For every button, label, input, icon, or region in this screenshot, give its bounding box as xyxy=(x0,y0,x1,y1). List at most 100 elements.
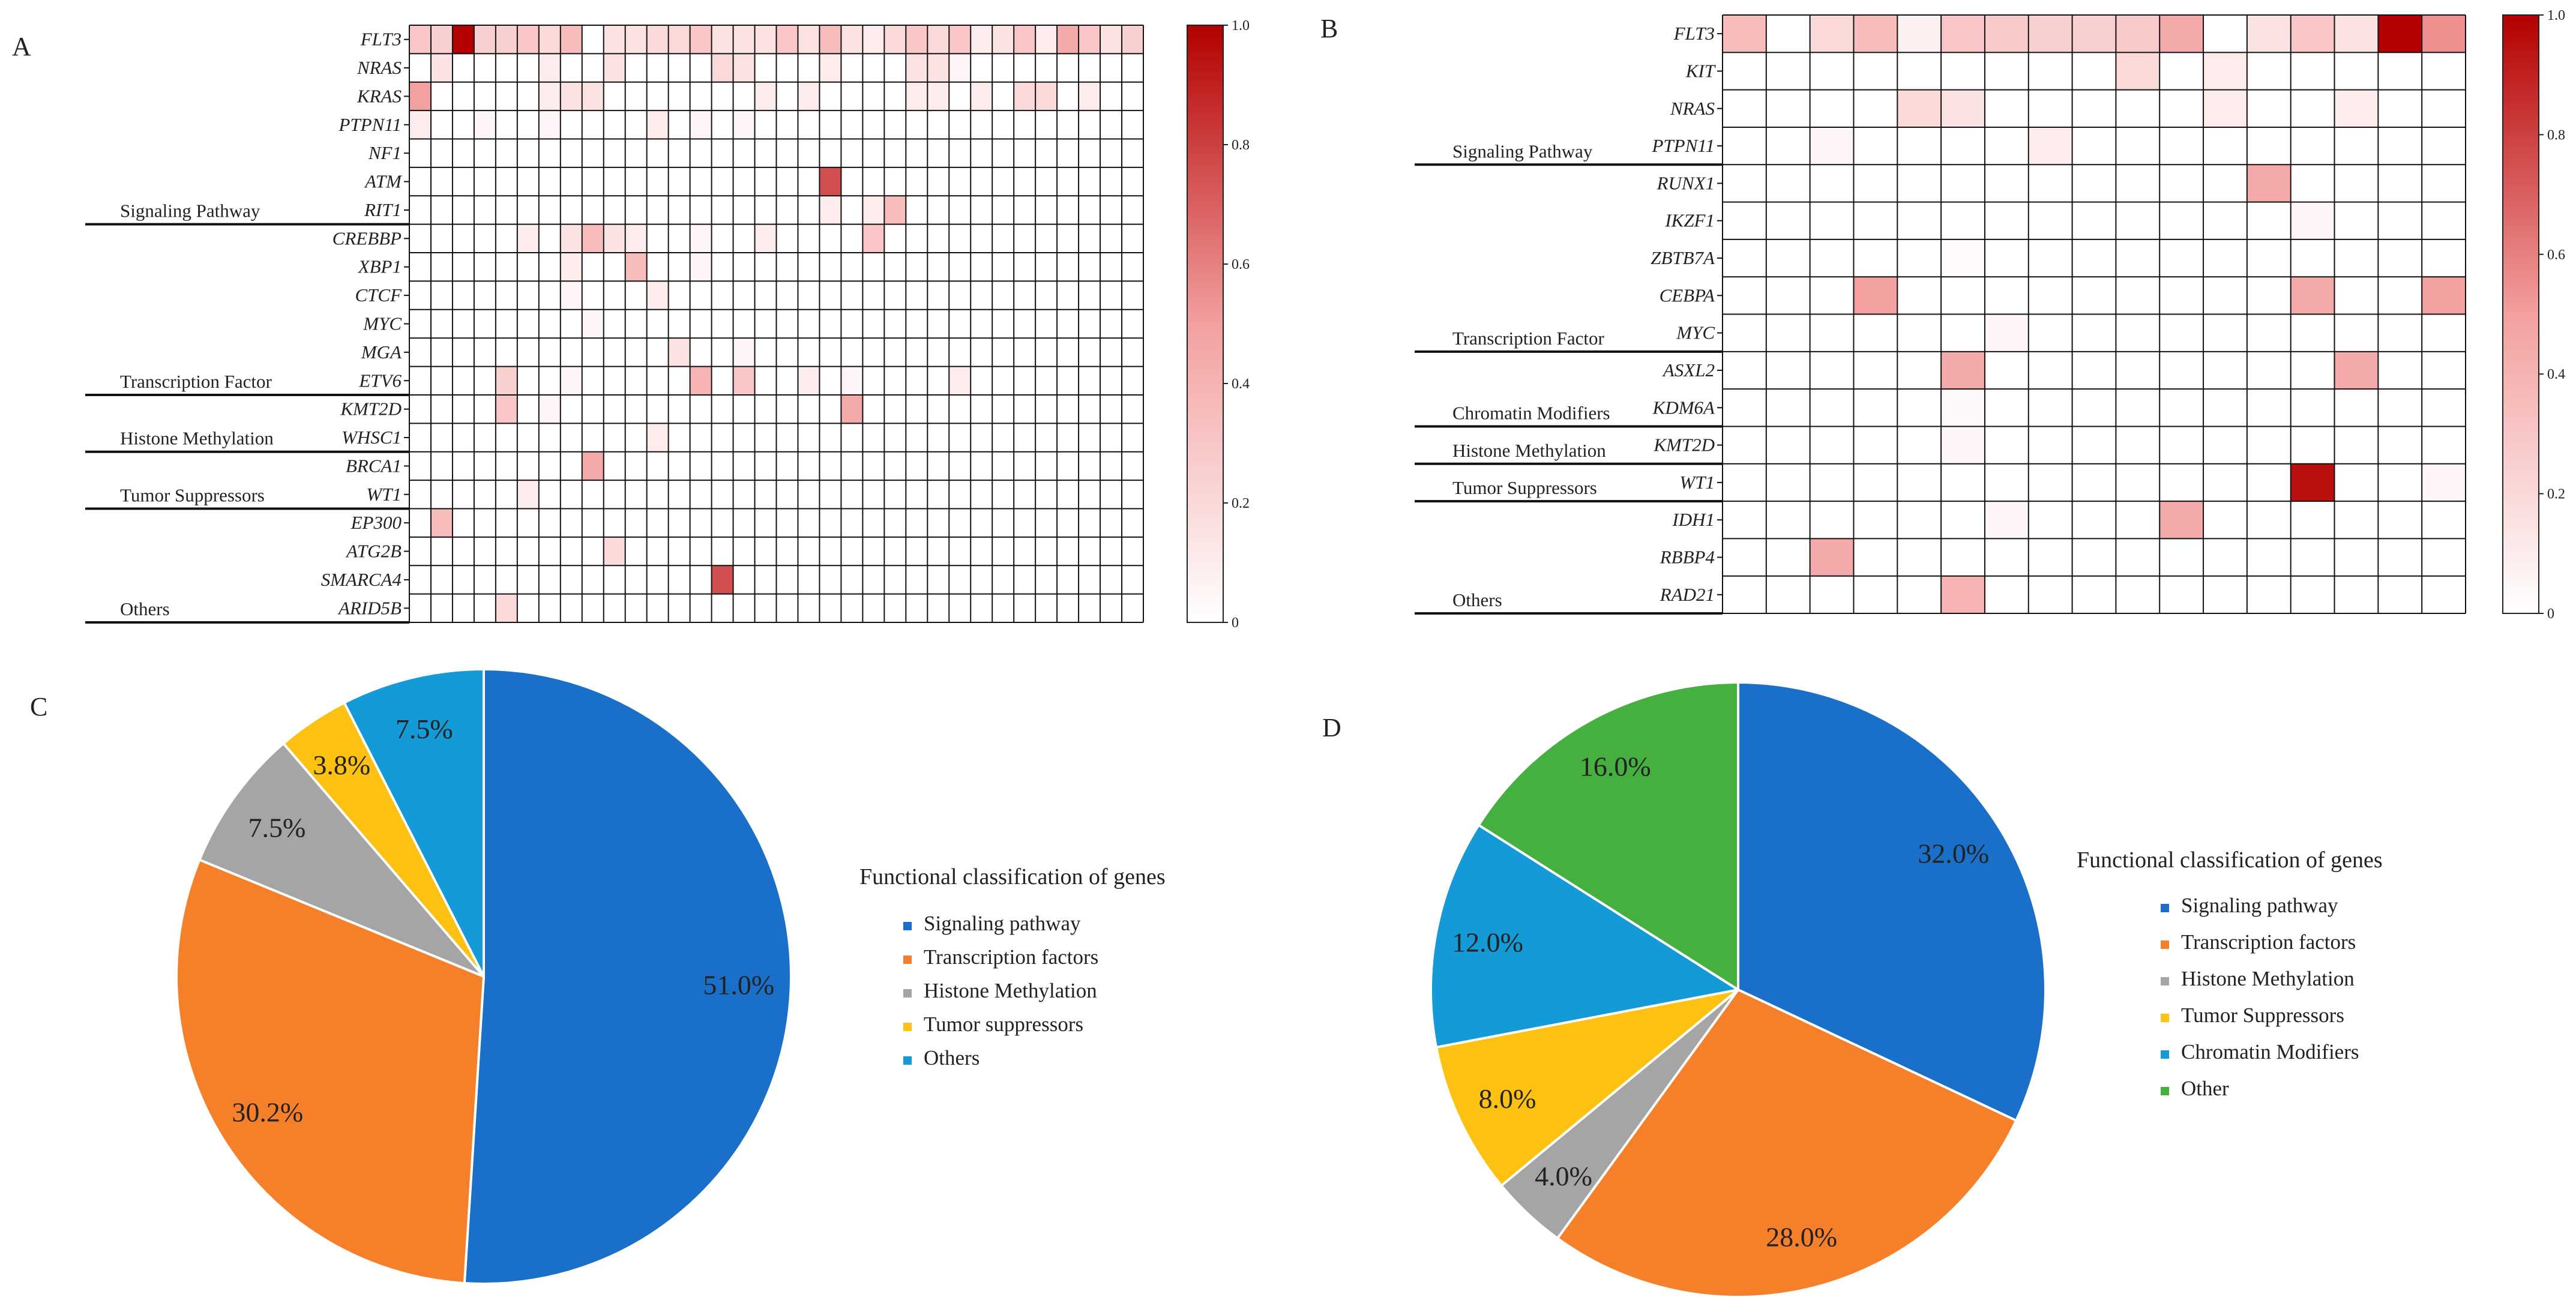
gene-label: BRCA1 xyxy=(346,455,402,476)
heatmap-cell xyxy=(2246,164,2291,202)
pie-slice-label: 7.5% xyxy=(248,812,306,843)
gene-label: WT1 xyxy=(366,484,402,505)
heatmap-cell xyxy=(798,25,820,54)
legend-label: Signaling pathway xyxy=(924,912,1081,935)
heatmap-cell xyxy=(582,451,604,481)
heatmap-cell xyxy=(2290,15,2335,53)
legend-label: Tumor Suppressors xyxy=(2181,1004,2344,1027)
heatmap-cell xyxy=(2422,15,2466,53)
gene-label: WHSC1 xyxy=(342,427,402,448)
heatmap-cell xyxy=(798,82,820,111)
heatmap-cell xyxy=(819,196,841,224)
legend-d: Functional classification of genes Signa… xyxy=(2077,847,2383,1100)
heatmap-b-cells xyxy=(1723,15,2466,613)
gene-label: ZBTB7A xyxy=(1651,247,1715,268)
heatmap-cell xyxy=(2246,15,2291,53)
legend-label: Histone Methylation xyxy=(2181,967,2355,990)
heatmap-cell xyxy=(819,167,841,196)
gene-label: KRAS xyxy=(357,85,402,106)
legend-swatch xyxy=(903,989,912,998)
heatmap-cell xyxy=(798,366,820,395)
legend-c-items: Signaling pathway Transcription factors Hi… xyxy=(903,912,1098,1070)
heatmap-cell xyxy=(819,25,841,54)
legend-swatch xyxy=(2161,1087,2169,1095)
heatmap-cell xyxy=(538,82,561,111)
heatmap-cell xyxy=(1723,15,1766,53)
heatmap-cell xyxy=(668,25,690,54)
legend-swatch xyxy=(2161,977,2169,986)
heatmap-cell xyxy=(1057,25,1079,54)
legend-d-title: Functional classification of genes xyxy=(2077,847,2383,873)
heatmap-cell xyxy=(884,196,906,224)
heatmap-cell xyxy=(495,366,517,395)
heatmap-cell xyxy=(625,25,647,54)
colorbar-tick-label: 0.6 xyxy=(2547,247,2565,263)
heatmap-cell xyxy=(690,224,712,253)
colorbar-tick-label: 0.8 xyxy=(2547,127,2565,143)
gene-label: NF1 xyxy=(368,142,402,163)
gene-label: ATG2B xyxy=(345,541,402,562)
heatmap-cell xyxy=(906,82,928,111)
heatmap-cell xyxy=(1941,389,1985,427)
gene-label: FLT3 xyxy=(1673,23,1715,44)
legend-swatch xyxy=(2161,940,2169,949)
legend-swatch xyxy=(2161,1014,2169,1022)
heatmap-cell xyxy=(862,224,885,253)
pie-chart-c: 51.0% 30.2% 7.5% 3.8% 7.5% xyxy=(175,667,792,1285)
panel-letter-c: C xyxy=(30,692,47,721)
heatmap-cell xyxy=(560,25,582,54)
heatmap-cell xyxy=(582,82,604,111)
category-label: Transcription Factor xyxy=(1452,328,1605,349)
heatmap-a-category-labels: Signaling Pathway Transcription Factor His… xyxy=(85,200,409,624)
gene-label: ARID5B xyxy=(337,597,402,618)
heatmap-cell xyxy=(495,394,517,424)
heatmap-cell xyxy=(906,25,928,54)
heatmap-cell xyxy=(2203,89,2247,127)
colorbar-b: 1.0 0.8 0.6 0.4 0.2 0 xyxy=(2502,8,2565,622)
legend-swatch xyxy=(903,922,912,930)
colorbar-a-gradient xyxy=(1187,25,1224,623)
gene-label: RIT1 xyxy=(364,199,402,220)
colorbar-tick-label: 0 xyxy=(2547,606,2554,622)
heatmap-cell xyxy=(754,224,777,253)
heatmap-cell xyxy=(1100,25,1122,54)
heatmap-cell xyxy=(754,82,777,111)
heatmap-b-gene-labels: FLT3 KIT NRAS PTPN11 RUNX1 IKZF1 ZBTB7A CEBPA MY… xyxy=(1651,23,1723,605)
heatmap-cell xyxy=(1941,15,1985,53)
heatmap-cell xyxy=(884,25,906,54)
heatmap-cell xyxy=(603,25,625,54)
heatmap-cell xyxy=(517,224,539,253)
heatmap-cell xyxy=(646,281,669,310)
heatmap-cell xyxy=(2116,52,2160,90)
pie-slice-label: 3.8% xyxy=(313,750,370,780)
legend-label: Signaling pathway xyxy=(2181,894,2338,917)
heatmap-cell xyxy=(733,366,755,395)
heatmap-cell xyxy=(2334,89,2379,127)
heatmap-cell xyxy=(1984,314,2029,352)
pie-slice-label: 30.2% xyxy=(232,1097,303,1127)
heatmap-cell xyxy=(1035,82,1058,111)
heatmap-cell xyxy=(668,338,690,367)
heatmap-cell xyxy=(927,25,949,54)
heatmap-cell xyxy=(560,366,582,395)
gene-label: RAD21 xyxy=(1660,584,1715,605)
heatmap-panel-a: FLT3 NRAS KRAS PTPN11 NF1 ATM RIT1 CREBBP XBP1 CT… xyxy=(85,25,1144,624)
legend-swatch xyxy=(2161,904,2169,912)
heatmap-cell xyxy=(841,394,863,424)
colorbar-tick-label: 1.0 xyxy=(2547,8,2565,23)
pie-slice xyxy=(1476,681,1739,992)
heatmap-cell xyxy=(409,25,431,54)
heatmap-cell xyxy=(1079,82,1101,111)
colorbar-b-ticks: 1.0 0.8 0.6 0.4 0.2 0 xyxy=(2539,8,2565,622)
heatmap-cell xyxy=(2334,15,2379,53)
category-label: Histone Methylation xyxy=(1452,440,1606,461)
heatmap-cell xyxy=(538,53,561,82)
heatmap-cell xyxy=(560,82,582,111)
heatmap-cell xyxy=(2028,15,2072,53)
panel-letter-a: A xyxy=(12,32,31,61)
pie-slice xyxy=(1434,989,1739,1188)
colorbar-a-ticks: 1.0 0.8 0.6 0.4 0.2 0 xyxy=(1223,18,1250,631)
heatmap-cell xyxy=(1984,15,2029,53)
heatmap-cell xyxy=(517,480,539,509)
heatmap-cell xyxy=(409,110,431,139)
